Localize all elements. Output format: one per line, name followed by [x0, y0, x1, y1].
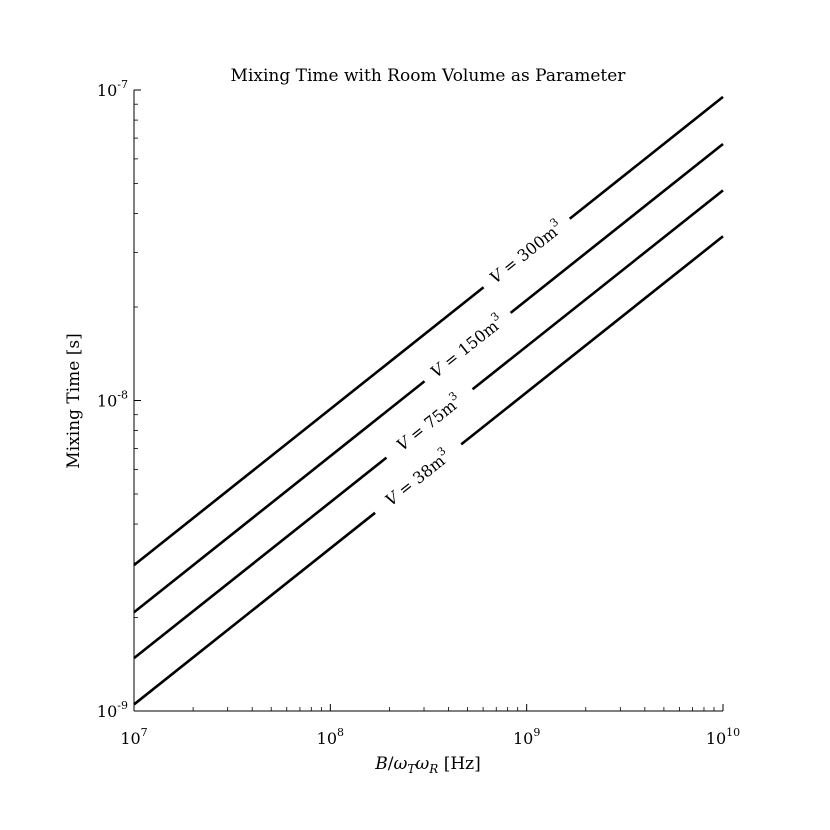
series-1: V = 150m3 [133, 142, 724, 614]
x-tick-label: 107 [120, 726, 147, 748]
series-line-segment [133, 286, 485, 567]
x-tick-label: 109 [513, 726, 540, 748]
y-tick-label: 10-9 [97, 699, 128, 721]
series-line-segment [133, 380, 426, 614]
series-line-segment [509, 142, 724, 314]
x-tick-label: 108 [317, 726, 344, 748]
x-tick-label: 1010 [706, 726, 740, 748]
series-label: V = 38m3 [380, 444, 454, 510]
x-axis-label: B/ωTωR [Hz] [374, 754, 481, 776]
series-line-segment [133, 511, 376, 706]
series-3: V = 38m3 [133, 235, 724, 706]
chart-title: Mixing Time with Room Volume as Paramete… [231, 66, 627, 86]
series-0: V = 300m3 [133, 95, 724, 567]
ticks [133, 89, 724, 712]
series-line-segment [133, 456, 388, 660]
y-tick-label: 10-7 [97, 78, 128, 100]
y-axis-label: Mixing Time [s] [64, 333, 84, 468]
series-2: V = 75m3 [133, 189, 724, 660]
series-line-segment [471, 189, 724, 391]
tick-labels: 107 108 109 1010 10-9 10-8 10-7 [97, 78, 740, 748]
series-line-segment [460, 235, 724, 446]
y-tick-label: 10-8 [97, 389, 128, 411]
series-line-segment [568, 95, 724, 220]
axes [133, 90, 723, 712]
